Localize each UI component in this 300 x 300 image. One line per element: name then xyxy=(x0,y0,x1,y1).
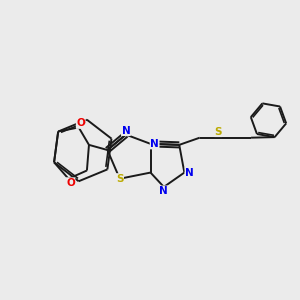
Text: N: N xyxy=(122,125,130,136)
Text: N: N xyxy=(150,139,159,149)
Text: O: O xyxy=(76,118,85,128)
Text: S: S xyxy=(116,174,124,184)
Text: N: N xyxy=(160,186,168,196)
Text: S: S xyxy=(214,127,222,136)
Text: N: N xyxy=(185,168,194,178)
Text: O: O xyxy=(66,178,75,188)
